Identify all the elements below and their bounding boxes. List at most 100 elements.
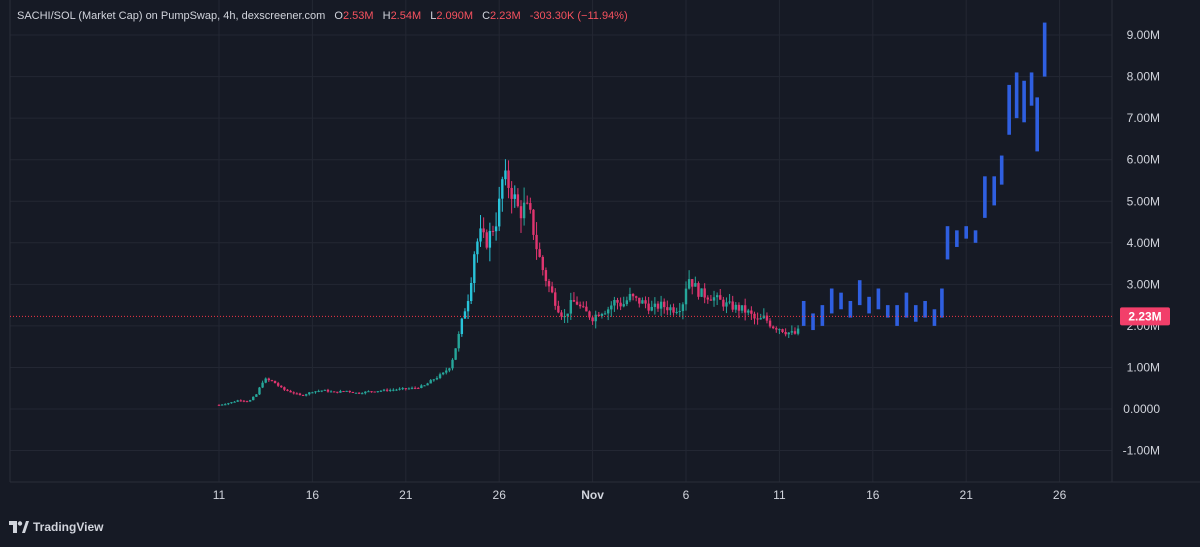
candle-body bbox=[441, 372, 445, 375]
y-tick-label: 8.00M bbox=[1127, 70, 1160, 84]
candle-body bbox=[448, 368, 451, 371]
candle-body bbox=[342, 391, 345, 393]
candle-body bbox=[217, 404, 221, 406]
candle-body bbox=[438, 374, 442, 379]
candle-body bbox=[578, 304, 582, 307]
projection-bar bbox=[820, 305, 825, 326]
candle-body bbox=[653, 303, 657, 307]
candle-body bbox=[544, 270, 548, 282]
candle-body bbox=[547, 281, 551, 287]
candle-body bbox=[759, 318, 762, 320]
candle-body bbox=[516, 194, 520, 207]
projection-bar bbox=[1014, 72, 1019, 119]
candle-body bbox=[722, 299, 725, 307]
tradingview-attribution[interactable]: TradingView bbox=[9, 520, 103, 534]
projection-bar bbox=[1007, 84, 1011, 135]
candle-body bbox=[298, 393, 302, 395]
candle-body bbox=[457, 333, 460, 349]
candle-body bbox=[719, 295, 722, 300]
candle-body bbox=[479, 228, 482, 242]
candle-body bbox=[258, 387, 261, 395]
x-tick-label: 11 bbox=[773, 488, 786, 502]
candle-body bbox=[554, 292, 557, 306]
candle-body bbox=[588, 311, 591, 318]
candle-body bbox=[725, 302, 728, 307]
candle-body bbox=[501, 179, 504, 199]
candle-body bbox=[423, 385, 426, 387]
candle-body bbox=[292, 392, 295, 394]
y-tick-label: -1.00M bbox=[1123, 444, 1160, 458]
candle-body bbox=[575, 301, 579, 305]
candle-body bbox=[728, 301, 731, 303]
candle-body bbox=[687, 279, 691, 289]
candle-body bbox=[311, 392, 314, 394]
y-tick-label: 6.00M bbox=[1127, 153, 1160, 167]
candle-body bbox=[634, 296, 638, 298]
high-value: 2.54M bbox=[390, 10, 422, 22]
candle-body bbox=[270, 380, 274, 382]
candle-body bbox=[317, 390, 320, 392]
candle-body bbox=[613, 300, 616, 306]
candle-body bbox=[513, 194, 516, 199]
candle-body bbox=[569, 300, 573, 314]
candle-body bbox=[413, 387, 417, 389]
candle-body bbox=[541, 256, 544, 271]
projection-bar bbox=[992, 176, 997, 206]
candle-body bbox=[781, 329, 784, 333]
candle-body bbox=[491, 230, 495, 232]
candle-body bbox=[737, 304, 741, 311]
candle-body bbox=[385, 389, 389, 391]
candle-body bbox=[694, 283, 697, 287]
candle-body bbox=[504, 170, 507, 180]
candle-body bbox=[631, 293, 635, 297]
tradingview-brand: TradingView bbox=[33, 520, 104, 534]
projection-bar bbox=[839, 292, 843, 310]
candle-body bbox=[787, 332, 790, 335]
close-value: 2.23M bbox=[490, 10, 521, 22]
candle-body bbox=[790, 331, 794, 333]
candle-body bbox=[239, 400, 242, 402]
candle-body bbox=[367, 391, 370, 393]
candle-body bbox=[429, 380, 432, 384]
candle-body bbox=[641, 300, 644, 304]
candle-body bbox=[295, 393, 299, 395]
candle-body bbox=[417, 387, 420, 389]
candle-body bbox=[454, 348, 457, 360]
projection-bar bbox=[1035, 97, 1039, 152]
candle-body bbox=[600, 313, 604, 316]
candle-body bbox=[482, 228, 485, 233]
candle-body bbox=[354, 392, 358, 394]
low-value: 2.090M bbox=[436, 10, 474, 22]
candle-body bbox=[370, 391, 373, 393]
candle-body bbox=[606, 309, 610, 314]
candle-body bbox=[622, 304, 625, 307]
candle-body bbox=[361, 393, 364, 395]
candle-body bbox=[678, 311, 681, 313]
y-tick-label: 4.00M bbox=[1127, 236, 1160, 250]
open-value: 2.53M bbox=[342, 10, 374, 22]
candle-body bbox=[532, 209, 535, 235]
y-tick-label: 0.0000 bbox=[1123, 402, 1160, 416]
candle-body bbox=[566, 313, 569, 317]
x-tick-label: 6 bbox=[683, 488, 690, 502]
candle-body bbox=[451, 359, 454, 369]
candle-body bbox=[703, 288, 706, 298]
x-tick-label: 16 bbox=[306, 488, 320, 502]
y-tick-label: 7.00M bbox=[1127, 111, 1160, 125]
candle-body bbox=[301, 394, 305, 396]
candle-body bbox=[778, 329, 781, 331]
candle-body bbox=[236, 400, 239, 402]
projection-bar bbox=[973, 230, 978, 243]
candle-body bbox=[557, 305, 560, 313]
change-value: -303.30K (−11.94%) bbox=[529, 10, 628, 22]
candle-body bbox=[700, 288, 703, 297]
candle-body bbox=[248, 400, 252, 402]
candle-body bbox=[376, 391, 379, 393]
candle-body bbox=[304, 394, 308, 396]
candle-body bbox=[382, 389, 386, 391]
high-label: H bbox=[382, 10, 391, 22]
candle-body bbox=[473, 254, 476, 284]
